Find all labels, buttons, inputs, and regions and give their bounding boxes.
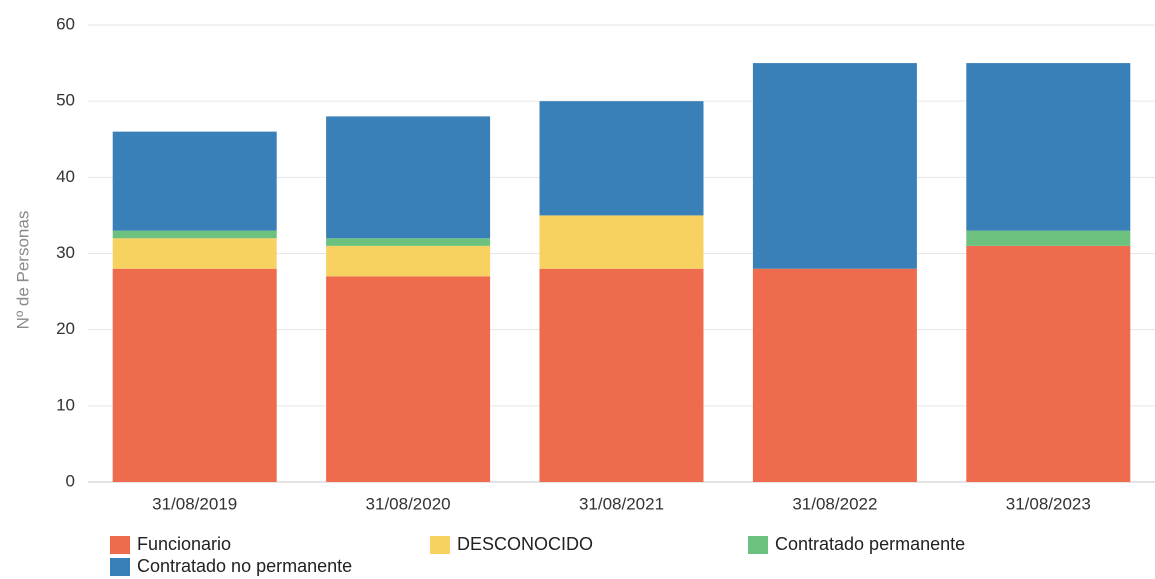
x-tick-label: 31/08/2023 [1006, 494, 1091, 513]
legend-label: Contratado no permanente [137, 556, 352, 576]
bar-segment-contratado-permanente-1 [112, 230, 277, 239]
y-tick-label: 60 [56, 14, 75, 33]
bar-segment-funcionario-5 [966, 245, 1131, 482]
bar-segment-desconocido-3 [539, 215, 704, 269]
x-tick-label: 31/08/2022 [792, 494, 877, 513]
legend-swatch [748, 536, 768, 554]
x-tick-label: 31/08/2019 [152, 494, 237, 513]
y-tick-label: 40 [56, 167, 75, 186]
bar-segment-funcionario-1 [112, 268, 277, 482]
axes: 0 10 20 30 40 50 60 31/08/2019 31/08/2020 31/08/2… [56, 14, 1091, 513]
x-tick-label: 31/08/2021 [579, 494, 664, 513]
y-tick-label: 0 [66, 471, 75, 490]
bar-segment-contratado-no-permanente-4 [752, 63, 917, 269]
bar-segment-contratado-no-permanente-5 [966, 63, 1131, 231]
bar-segment-funcionario-3 [539, 268, 704, 482]
y-tick-label: 50 [56, 91, 75, 110]
legend-swatch [110, 536, 130, 554]
bar-segment-desconocido-2 [326, 245, 491, 277]
x-tick-label: 31/08/2020 [366, 494, 451, 513]
bar-segment-contratado-no-permanente-1 [112, 131, 277, 231]
legend-label: Funcionario [137, 534, 231, 554]
y-axis-title: Nº de Personas [13, 211, 32, 330]
y-tick-label: 30 [56, 243, 75, 262]
legend-swatch [430, 536, 450, 554]
bar-segment-contratado-no-permanente-2 [326, 116, 491, 239]
y-tick-label: 20 [56, 319, 75, 338]
bar-segment-contratado-permanente-2 [326, 238, 491, 246]
bars [112, 63, 1131, 482]
legend-swatch [110, 558, 130, 576]
bar-segment-funcionario-4 [752, 268, 917, 482]
bar-segment-desconocido-1 [112, 238, 277, 269]
legend: Funcionario DESCONOCIDO Contratado permane… [110, 534, 965, 576]
bar-segment-contratado-permanente-5 [966, 230, 1131, 246]
legend-label: Contratado permanente [775, 534, 965, 554]
legend-label: DESCONOCIDO [457, 534, 593, 554]
bar-segment-contratado-no-permanente-3 [539, 101, 704, 216]
y-tick-label: 10 [56, 395, 75, 414]
bar-segment-funcionario-2 [326, 276, 491, 482]
